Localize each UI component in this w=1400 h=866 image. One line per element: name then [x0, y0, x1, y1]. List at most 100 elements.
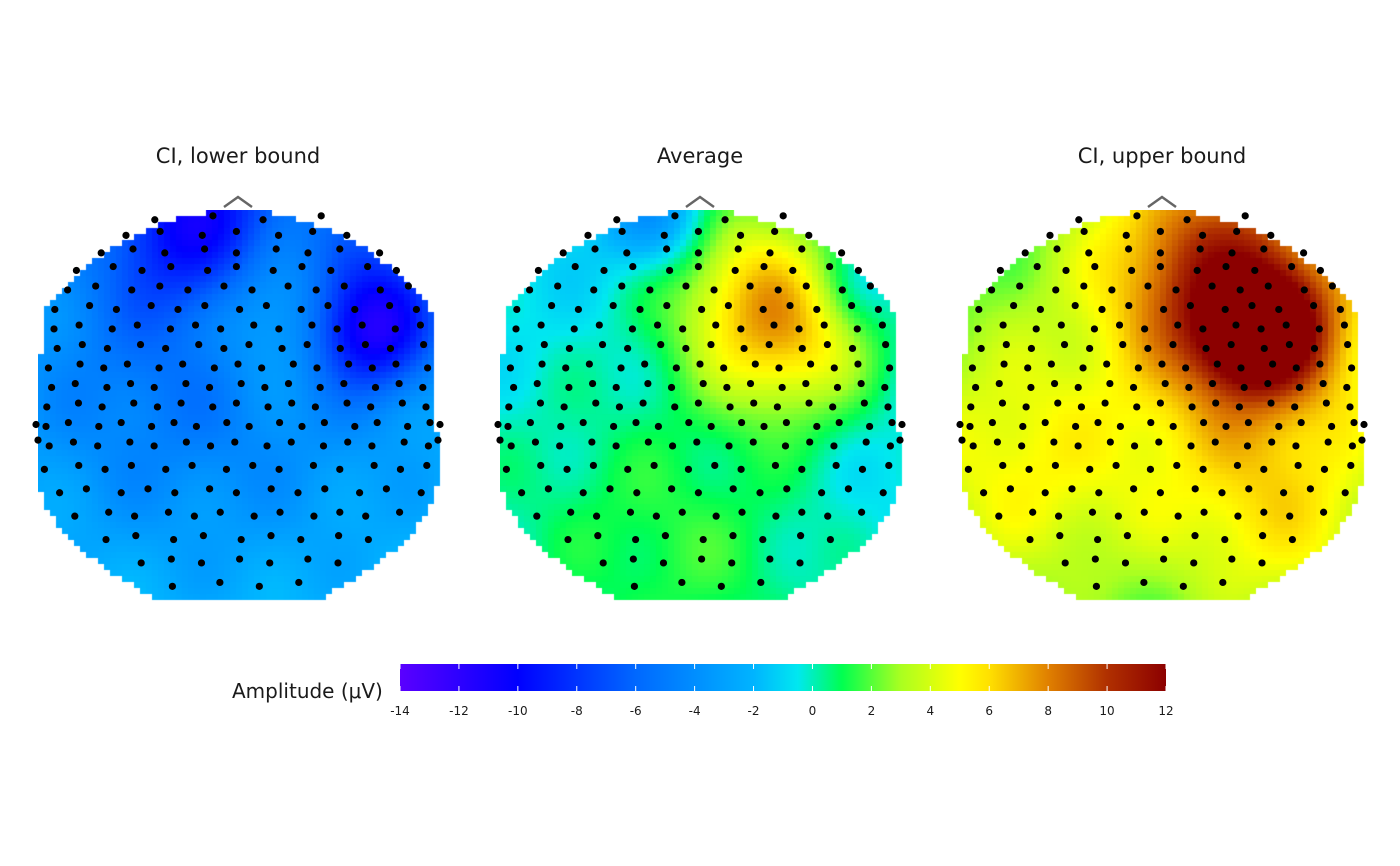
electrode-point: [995, 379, 1003, 388]
electrode-point: [232, 262, 240, 271]
electrode-point: [117, 489, 125, 497]
electrode-point: [45, 442, 53, 450]
electrode-point: [210, 364, 218, 372]
topography-map: [38, 210, 452, 612]
electrode-point: [236, 555, 244, 563]
electrode-point: [1036, 305, 1044, 314]
electrode-point: [557, 422, 565, 431]
electrode-point: [772, 512, 780, 520]
electrode-point: [1188, 403, 1196, 411]
electrode-point: [1346, 403, 1354, 411]
electrode-point: [1147, 418, 1155, 427]
electrode-point: [108, 325, 116, 333]
electrode-point: [392, 266, 400, 275]
electrode-point: [813, 422, 821, 431]
electrode-point: [137, 559, 145, 567]
colorbar-tick-label: -8: [571, 704, 583, 718]
electrode-point: [1156, 489, 1164, 497]
electrode-point: [303, 340, 311, 349]
electrode-point: [617, 364, 625, 372]
electrode-point: [1018, 442, 1026, 450]
colorbar-tick-label: 0: [809, 704, 817, 718]
nose-marker: [685, 195, 715, 209]
colorbar-tick-label: 8: [1044, 704, 1052, 718]
electrode-point: [509, 383, 518, 392]
panel-title: CI, lower bound: [156, 144, 320, 168]
electrode-point: [854, 360, 862, 368]
electrode-point: [760, 262, 768, 271]
electrode-point: [1074, 383, 1082, 392]
electrode-point: [717, 582, 725, 590]
electrode-point: [1052, 286, 1060, 294]
electrode-point: [1191, 532, 1199, 540]
electrode-point: [1006, 485, 1015, 493]
electrode-point: [1115, 321, 1124, 329]
electrode-point: [564, 535, 572, 544]
electrode-point: [707, 422, 715, 431]
electrode-point: [78, 340, 86, 349]
electrode-point: [628, 325, 637, 333]
electrode-point: [1269, 360, 1277, 368]
topography-map: [962, 210, 1376, 612]
electrode-point: [237, 379, 245, 388]
electrode-point: [1129, 383, 1138, 392]
electrode-point: [275, 465, 283, 473]
electrode-point: [304, 555, 312, 563]
electrode-point: [335, 532, 343, 540]
electrode-point: [356, 489, 364, 497]
colorbar-tick-label: 6: [985, 704, 993, 718]
electrode-point: [773, 403, 781, 411]
electrode-point: [734, 245, 742, 253]
electrode-point: [879, 489, 887, 497]
panel-title: CI, upper bound: [1078, 144, 1247, 168]
electrode-point: [1119, 340, 1127, 349]
electrode-point: [663, 301, 671, 310]
electrode-point: [571, 262, 579, 271]
electrode-point: [298, 262, 306, 271]
electrode-point: [1199, 465, 1207, 473]
electrode-point: [95, 422, 103, 431]
electrode-point: [364, 262, 372, 271]
electrode-point: [164, 508, 173, 516]
electrode-point: [559, 249, 567, 257]
electrode-point: [534, 266, 543, 275]
electrode-point: [1121, 559, 1130, 567]
electrode-point: [284, 379, 293, 388]
electrode-point: [351, 422, 359, 431]
electrode-point: [150, 383, 158, 392]
electrode-point: [373, 418, 381, 427]
electrode-point: [853, 325, 861, 333]
electrode-point: [1051, 461, 1060, 470]
electrode-point: [728, 559, 736, 567]
electrode-point: [858, 508, 866, 516]
electrode-point: [420, 340, 428, 349]
electrode-point: [725, 442, 733, 450]
electrode-point: [644, 379, 652, 388]
electrode-point: [502, 465, 510, 473]
electrode-point: [100, 364, 108, 372]
electrode-point: [1260, 465, 1268, 473]
electrode-point: [1291, 403, 1299, 411]
electrode-point: [832, 461, 840, 470]
electrode-point: [1116, 422, 1124, 431]
electrode-point: [1264, 379, 1272, 388]
electrode-point: [161, 249, 169, 257]
electrode-point: [97, 249, 105, 257]
electrode-point: [205, 383, 214, 392]
electrode-point: [805, 231, 813, 239]
electrode-point: [132, 532, 140, 540]
electrode-point: [287, 438, 295, 446]
electrode-point: [44, 364, 53, 372]
electrode-point: [333, 325, 341, 333]
electrode-point: [1260, 245, 1268, 253]
electrode-point: [806, 438, 814, 446]
electrode-point: [343, 399, 351, 407]
electrode-point: [1348, 364, 1356, 372]
electrode-point: [823, 340, 831, 349]
electrode-point: [618, 282, 626, 290]
electrode-point: [749, 438, 757, 446]
electrode-point: [1328, 282, 1336, 290]
electrode-point: [972, 383, 980, 392]
electrode-point: [1306, 485, 1314, 493]
electrode-point: [320, 418, 328, 427]
